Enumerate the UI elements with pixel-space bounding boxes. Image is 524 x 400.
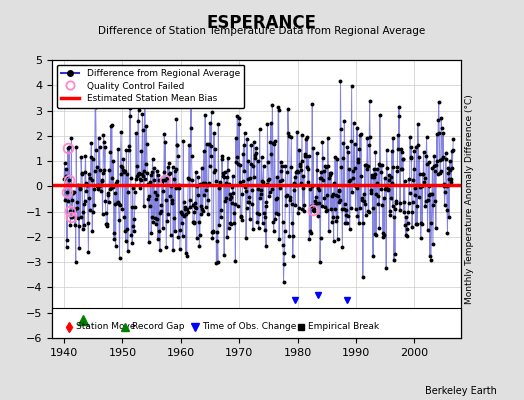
Legend: Difference from Regional Average, Quality Control Failed, Estimated Station Mean: Difference from Regional Average, Qualit… [57, 64, 245, 108]
Text: ESPERANCE: ESPERANCE [207, 14, 317, 32]
Text: Time of Obs. Change: Time of Obs. Change [202, 322, 297, 331]
Text: Record Gap: Record Gap [133, 322, 185, 331]
Text: Difference of Station Temperature Data from Regional Average: Difference of Station Temperature Data f… [99, 26, 425, 36]
Bar [52, 308, 461, 338]
Y-axis label: Monthly Temperature Anomaly Difference (°C): Monthly Temperature Anomaly Difference (… [465, 94, 474, 304]
Text: Berkeley Earth: Berkeley Earth [425, 386, 497, 396]
Text: Empirical Break: Empirical Break [308, 322, 379, 331]
Text: Station Move: Station Move [76, 322, 135, 331]
